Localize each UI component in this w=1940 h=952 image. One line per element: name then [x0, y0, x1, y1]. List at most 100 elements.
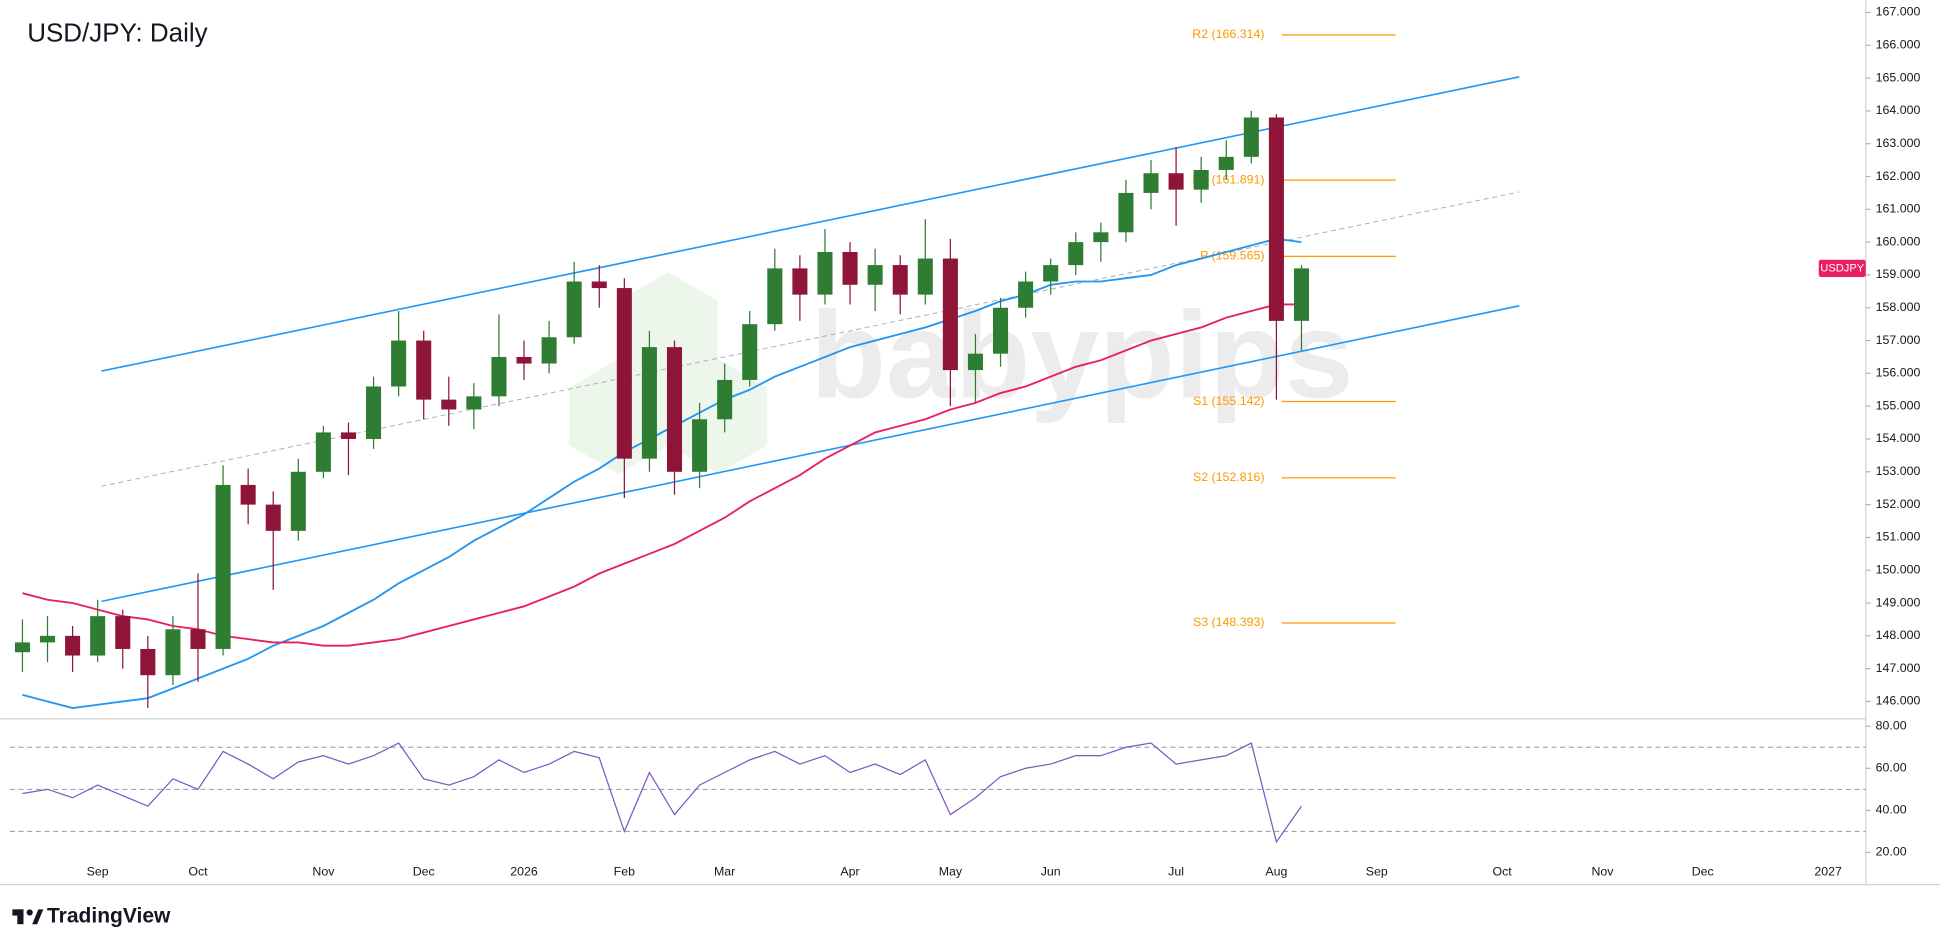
candle-body [842, 251, 858, 285]
candle-body [1168, 173, 1184, 190]
candle-body [1093, 232, 1109, 243]
candle-body [1268, 117, 1284, 321]
y-tick-label: 20.00 [1876, 845, 1907, 859]
candle-body [240, 484, 256, 505]
y-tick-label: 158.000 [1876, 300, 1921, 314]
candle-body [65, 635, 81, 656]
logo-text: TradingView [47, 904, 171, 927]
candle-body [366, 386, 382, 439]
candle-body [441, 399, 457, 410]
pivot-label: S3 (148.393) [1193, 615, 1264, 629]
y-tick-label: 147.000 [1876, 661, 1921, 675]
y-tick-label: 150.000 [1876, 562, 1921, 576]
candle-body [315, 432, 331, 472]
x-tick-label: 2026 [510, 865, 538, 879]
candle-body [641, 347, 657, 459]
candle-body [666, 347, 683, 472]
candle-body [165, 629, 181, 676]
candle-body [1118, 192, 1134, 233]
logo-shape [26, 909, 33, 916]
candle-body [1043, 265, 1059, 282]
logo-shape [17, 909, 24, 925]
x-tick-label: Oct [1492, 865, 1512, 879]
y-tick-label: 156.000 [1876, 366, 1921, 380]
y-tick-label: 155.000 [1876, 398, 1921, 412]
candle-body [39, 635, 56, 643]
candle-body [817, 251, 833, 295]
candle-body [516, 356, 532, 364]
candle-body [90, 616, 106, 656]
y-tick-label: 157.000 [1876, 333, 1921, 347]
candle-body [491, 356, 507, 397]
candle-body [391, 340, 407, 387]
price-tag-label: USDJPY [1820, 262, 1864, 274]
candle-body [692, 419, 708, 472]
candle-body [993, 307, 1009, 354]
y-tick-label: 146.000 [1876, 694, 1921, 708]
candle-body [1143, 173, 1159, 193]
y-tick-label: 165.000 [1876, 70, 1921, 84]
y-tick-label: 60.00 [1876, 761, 1907, 775]
x-tick-label: Sep [1366, 865, 1388, 879]
candle-body [566, 281, 582, 338]
y-tick-label: 160.000 [1876, 234, 1921, 248]
x-tick-label: May [939, 865, 963, 879]
candle-body [867, 265, 883, 285]
candle-body [115, 616, 131, 649]
candle-body [190, 629, 206, 649]
x-tick-label: Oct [188, 865, 208, 879]
candle-body [265, 504, 281, 531]
y-tick-label: 163.000 [1876, 136, 1921, 150]
candle-body [742, 324, 758, 380]
x-tick-label: Jun [1041, 865, 1061, 879]
x-tick-label: Apr [840, 865, 859, 879]
y-tick-label: 152.000 [1876, 497, 1921, 511]
y-tick-label: 149.000 [1876, 595, 1921, 609]
candle-body [215, 484, 231, 649]
x-tick-label: Jul [1168, 865, 1184, 879]
y-tick-label: 162.000 [1876, 169, 1921, 183]
candle-body [1243, 117, 1259, 157]
y-tick-label: 148.000 [1876, 628, 1921, 642]
y-tick-label: 161.000 [1876, 202, 1921, 216]
candle-body [767, 268, 783, 325]
candle-body [917, 258, 933, 295]
candle-body [942, 258, 958, 371]
moving-average [22, 303, 1302, 647]
y-tick-label: 153.000 [1876, 464, 1921, 478]
candle-body [14, 642, 30, 653]
y-tick-label: 80.00 [1876, 718, 1907, 732]
candle-body [1018, 281, 1034, 308]
logo-shape [32, 909, 44, 925]
pivot-label: S1 (155.142) [1193, 394, 1264, 408]
candle-body [1193, 169, 1209, 190]
x-tick-label: 2027 [1814, 865, 1842, 879]
candle-body [591, 281, 607, 289]
moving-average [22, 237, 1302, 709]
candle-body [717, 379, 733, 420]
candle-body [541, 337, 557, 364]
candle-body [416, 340, 432, 400]
candle-body [340, 432, 356, 439]
candle-body [290, 471, 306, 531]
x-tick-label: Dec [1692, 865, 1714, 879]
pivot-label: S2 (152.816) [1193, 470, 1264, 484]
x-tick-label: Aug [1265, 865, 1287, 879]
pivot-label: R2 (166.314) [1192, 27, 1264, 41]
candle-body [1218, 156, 1234, 170]
pivot-label: R1 (161.891) [1192, 172, 1264, 186]
x-tick-label: Feb [614, 865, 635, 879]
y-tick-label: 154.000 [1876, 431, 1921, 445]
rsi-line [22, 742, 1302, 844]
chart-title: USD/JPY: Daily [27, 18, 207, 48]
candle-body [616, 288, 632, 459]
candle-body [1068, 242, 1084, 266]
channel-line [101, 304, 1520, 603]
tv-logo-mark [12, 909, 44, 925]
price-tag [1818, 259, 1866, 278]
candle-body [967, 353, 983, 371]
candle-body [792, 268, 808, 295]
y-tick-label: 40.00 [1876, 803, 1907, 817]
